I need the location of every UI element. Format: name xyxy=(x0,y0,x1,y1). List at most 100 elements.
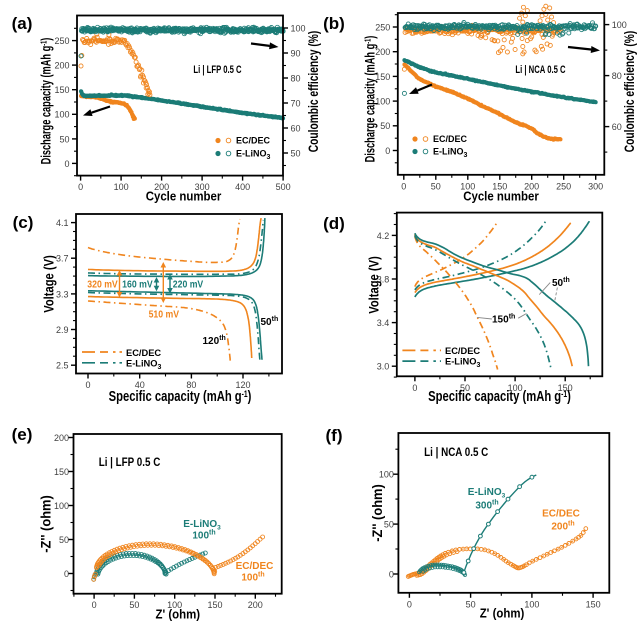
svg-text:100: 100 xyxy=(375,97,390,107)
svg-text:EC/DEC: EC/DEC xyxy=(542,509,580,520)
svg-text:80: 80 xyxy=(291,73,301,83)
svg-text:150: 150 xyxy=(558,383,573,393)
svg-text:4.1: 4.1 xyxy=(56,218,69,228)
svg-text:EC/DEC: EC/DEC xyxy=(236,136,271,146)
svg-text:50: 50 xyxy=(59,134,69,144)
svg-text:200: 200 xyxy=(524,181,539,191)
svg-text:100: 100 xyxy=(291,23,306,33)
svg-text:100: 100 xyxy=(54,501,69,511)
svg-text:300: 300 xyxy=(195,182,210,192)
svg-text:250: 250 xyxy=(54,36,69,46)
svg-text:-Z'' (ohm): -Z'' (ohm) xyxy=(370,484,386,542)
svg-text:E-LiNO3: E-LiNO3 xyxy=(445,357,481,370)
svg-text:100: 100 xyxy=(612,20,627,30)
svg-text:Cycle number: Cycle number xyxy=(146,189,222,204)
svg-text:Coulombic efficiency (%): Coulombic efficiency (%) xyxy=(305,31,321,152)
svg-text:50: 50 xyxy=(384,520,394,530)
svg-text:Li | LFP 0.5 C: Li | LFP 0.5 C xyxy=(193,64,241,77)
svg-text:3.0: 3.0 xyxy=(377,362,390,372)
svg-text:0: 0 xyxy=(78,182,83,192)
svg-text:200: 200 xyxy=(54,433,69,443)
svg-text:500: 500 xyxy=(276,182,291,192)
svg-text:50: 50 xyxy=(59,535,69,545)
svg-text:100: 100 xyxy=(167,600,182,610)
svg-text:80: 80 xyxy=(186,380,196,390)
svg-text:3.3: 3.3 xyxy=(56,289,69,299)
svg-text:80: 80 xyxy=(612,71,622,81)
svg-text:60: 60 xyxy=(291,123,301,133)
svg-text:E-LiNO3: E-LiNO3 xyxy=(126,358,162,371)
svg-text:0: 0 xyxy=(64,569,69,579)
svg-text:400: 400 xyxy=(235,182,250,192)
svg-text:100: 100 xyxy=(460,181,475,191)
svg-text:(b): (b) xyxy=(323,14,345,33)
svg-text:150: 150 xyxy=(375,72,390,82)
svg-text:200: 200 xyxy=(248,600,263,610)
svg-text:(d): (d) xyxy=(323,214,345,233)
svg-text:510 mV: 510 mV xyxy=(149,309,180,321)
svg-text:0: 0 xyxy=(412,383,417,393)
svg-text:200: 200 xyxy=(154,182,169,192)
svg-text:200: 200 xyxy=(54,61,69,71)
svg-text:320 mV: 320 mV xyxy=(87,279,118,291)
svg-text:(c): (c) xyxy=(13,213,34,232)
svg-text:0: 0 xyxy=(92,600,97,610)
svg-text:3.8: 3.8 xyxy=(377,274,390,284)
svg-text:Cycle number: Cycle number xyxy=(463,189,539,204)
svg-text:Li | NCA 0.5 C: Li | NCA 0.5 C xyxy=(424,446,488,459)
svg-text:(f): (f) xyxy=(326,426,343,445)
svg-text:150: 150 xyxy=(586,599,601,609)
svg-text:300: 300 xyxy=(588,181,603,191)
svg-text:-Z'' (ohm): -Z'' (ohm) xyxy=(38,495,54,553)
svg-text:Coulombic efficiency (%): Coulombic efficiency (%) xyxy=(621,31,637,152)
svg-text:200: 200 xyxy=(375,47,390,57)
svg-text:50: 50 xyxy=(291,148,301,158)
svg-text:250: 250 xyxy=(375,22,390,32)
svg-text:50: 50 xyxy=(460,383,470,393)
svg-text:250: 250 xyxy=(556,181,571,191)
svg-text:0: 0 xyxy=(385,146,390,156)
svg-text:120: 120 xyxy=(235,380,250,390)
svg-text:Discharge capacity (mAh g-1): Discharge capacity (mAh g-1) xyxy=(38,38,55,165)
svg-text:100: 100 xyxy=(524,599,539,609)
svg-text:2.5: 2.5 xyxy=(56,361,69,371)
svg-text:0: 0 xyxy=(407,599,412,609)
svg-text:70: 70 xyxy=(291,98,301,108)
svg-text:220 mV: 220 mV xyxy=(173,279,204,291)
svg-text:160 mV: 160 mV xyxy=(122,279,153,291)
svg-text:Z' (ohm): Z' (ohm) xyxy=(155,607,200,622)
svg-text:Li | LFP 0.5 C: Li | LFP 0.5 C xyxy=(99,456,161,469)
svg-text:E-LiNO3: E-LiNO3 xyxy=(433,147,468,160)
svg-text:E-LiNO3: E-LiNO3 xyxy=(468,487,506,500)
svg-text:100: 100 xyxy=(508,383,523,393)
svg-text:3.7: 3.7 xyxy=(56,254,69,264)
svg-text:Voltage (V): Voltage (V) xyxy=(42,255,57,313)
svg-text:3.4: 3.4 xyxy=(377,318,390,328)
svg-text:0: 0 xyxy=(64,159,69,169)
svg-text:Voltage (V): Voltage (V) xyxy=(367,256,382,314)
svg-text:50: 50 xyxy=(129,600,139,610)
svg-text:2.9: 2.9 xyxy=(56,325,69,335)
svg-text:Z' (ohm): Z' (ohm) xyxy=(480,606,525,621)
svg-text:150: 150 xyxy=(492,181,507,191)
svg-text:(a): (a) xyxy=(12,14,33,33)
svg-text:0: 0 xyxy=(85,380,90,390)
svg-text:Li | NCA 0.5 C: Li | NCA 0.5 C xyxy=(515,64,565,77)
svg-text:Specific capacity (mAh g-1): Specific capacity (mAh g-1) xyxy=(428,387,571,404)
svg-text:90: 90 xyxy=(291,48,301,58)
svg-text:EC/DEC: EC/DEC xyxy=(433,134,468,144)
svg-text:EC/DEC: EC/DEC xyxy=(236,561,274,572)
svg-text:E-LiNO3: E-LiNO3 xyxy=(236,149,271,162)
svg-text:150: 150 xyxy=(54,467,69,477)
svg-text:150: 150 xyxy=(207,600,222,610)
svg-text:50: 50 xyxy=(380,121,390,131)
svg-text:EC/DEC: EC/DEC xyxy=(445,346,480,356)
svg-text:(e): (e) xyxy=(12,425,33,444)
svg-text:50: 50 xyxy=(466,599,476,609)
svg-text:40: 40 xyxy=(135,380,145,390)
svg-text:Specific capacity (mAh g-1): Specific capacity (mAh g-1) xyxy=(109,387,252,404)
svg-text:0: 0 xyxy=(389,569,394,579)
svg-text:Discharge capacity (mAh g-1): Discharge capacity (mAh g-1) xyxy=(362,36,379,163)
svg-text:E-LiNO3: E-LiNO3 xyxy=(183,519,221,532)
svg-text:100: 100 xyxy=(114,182,129,192)
